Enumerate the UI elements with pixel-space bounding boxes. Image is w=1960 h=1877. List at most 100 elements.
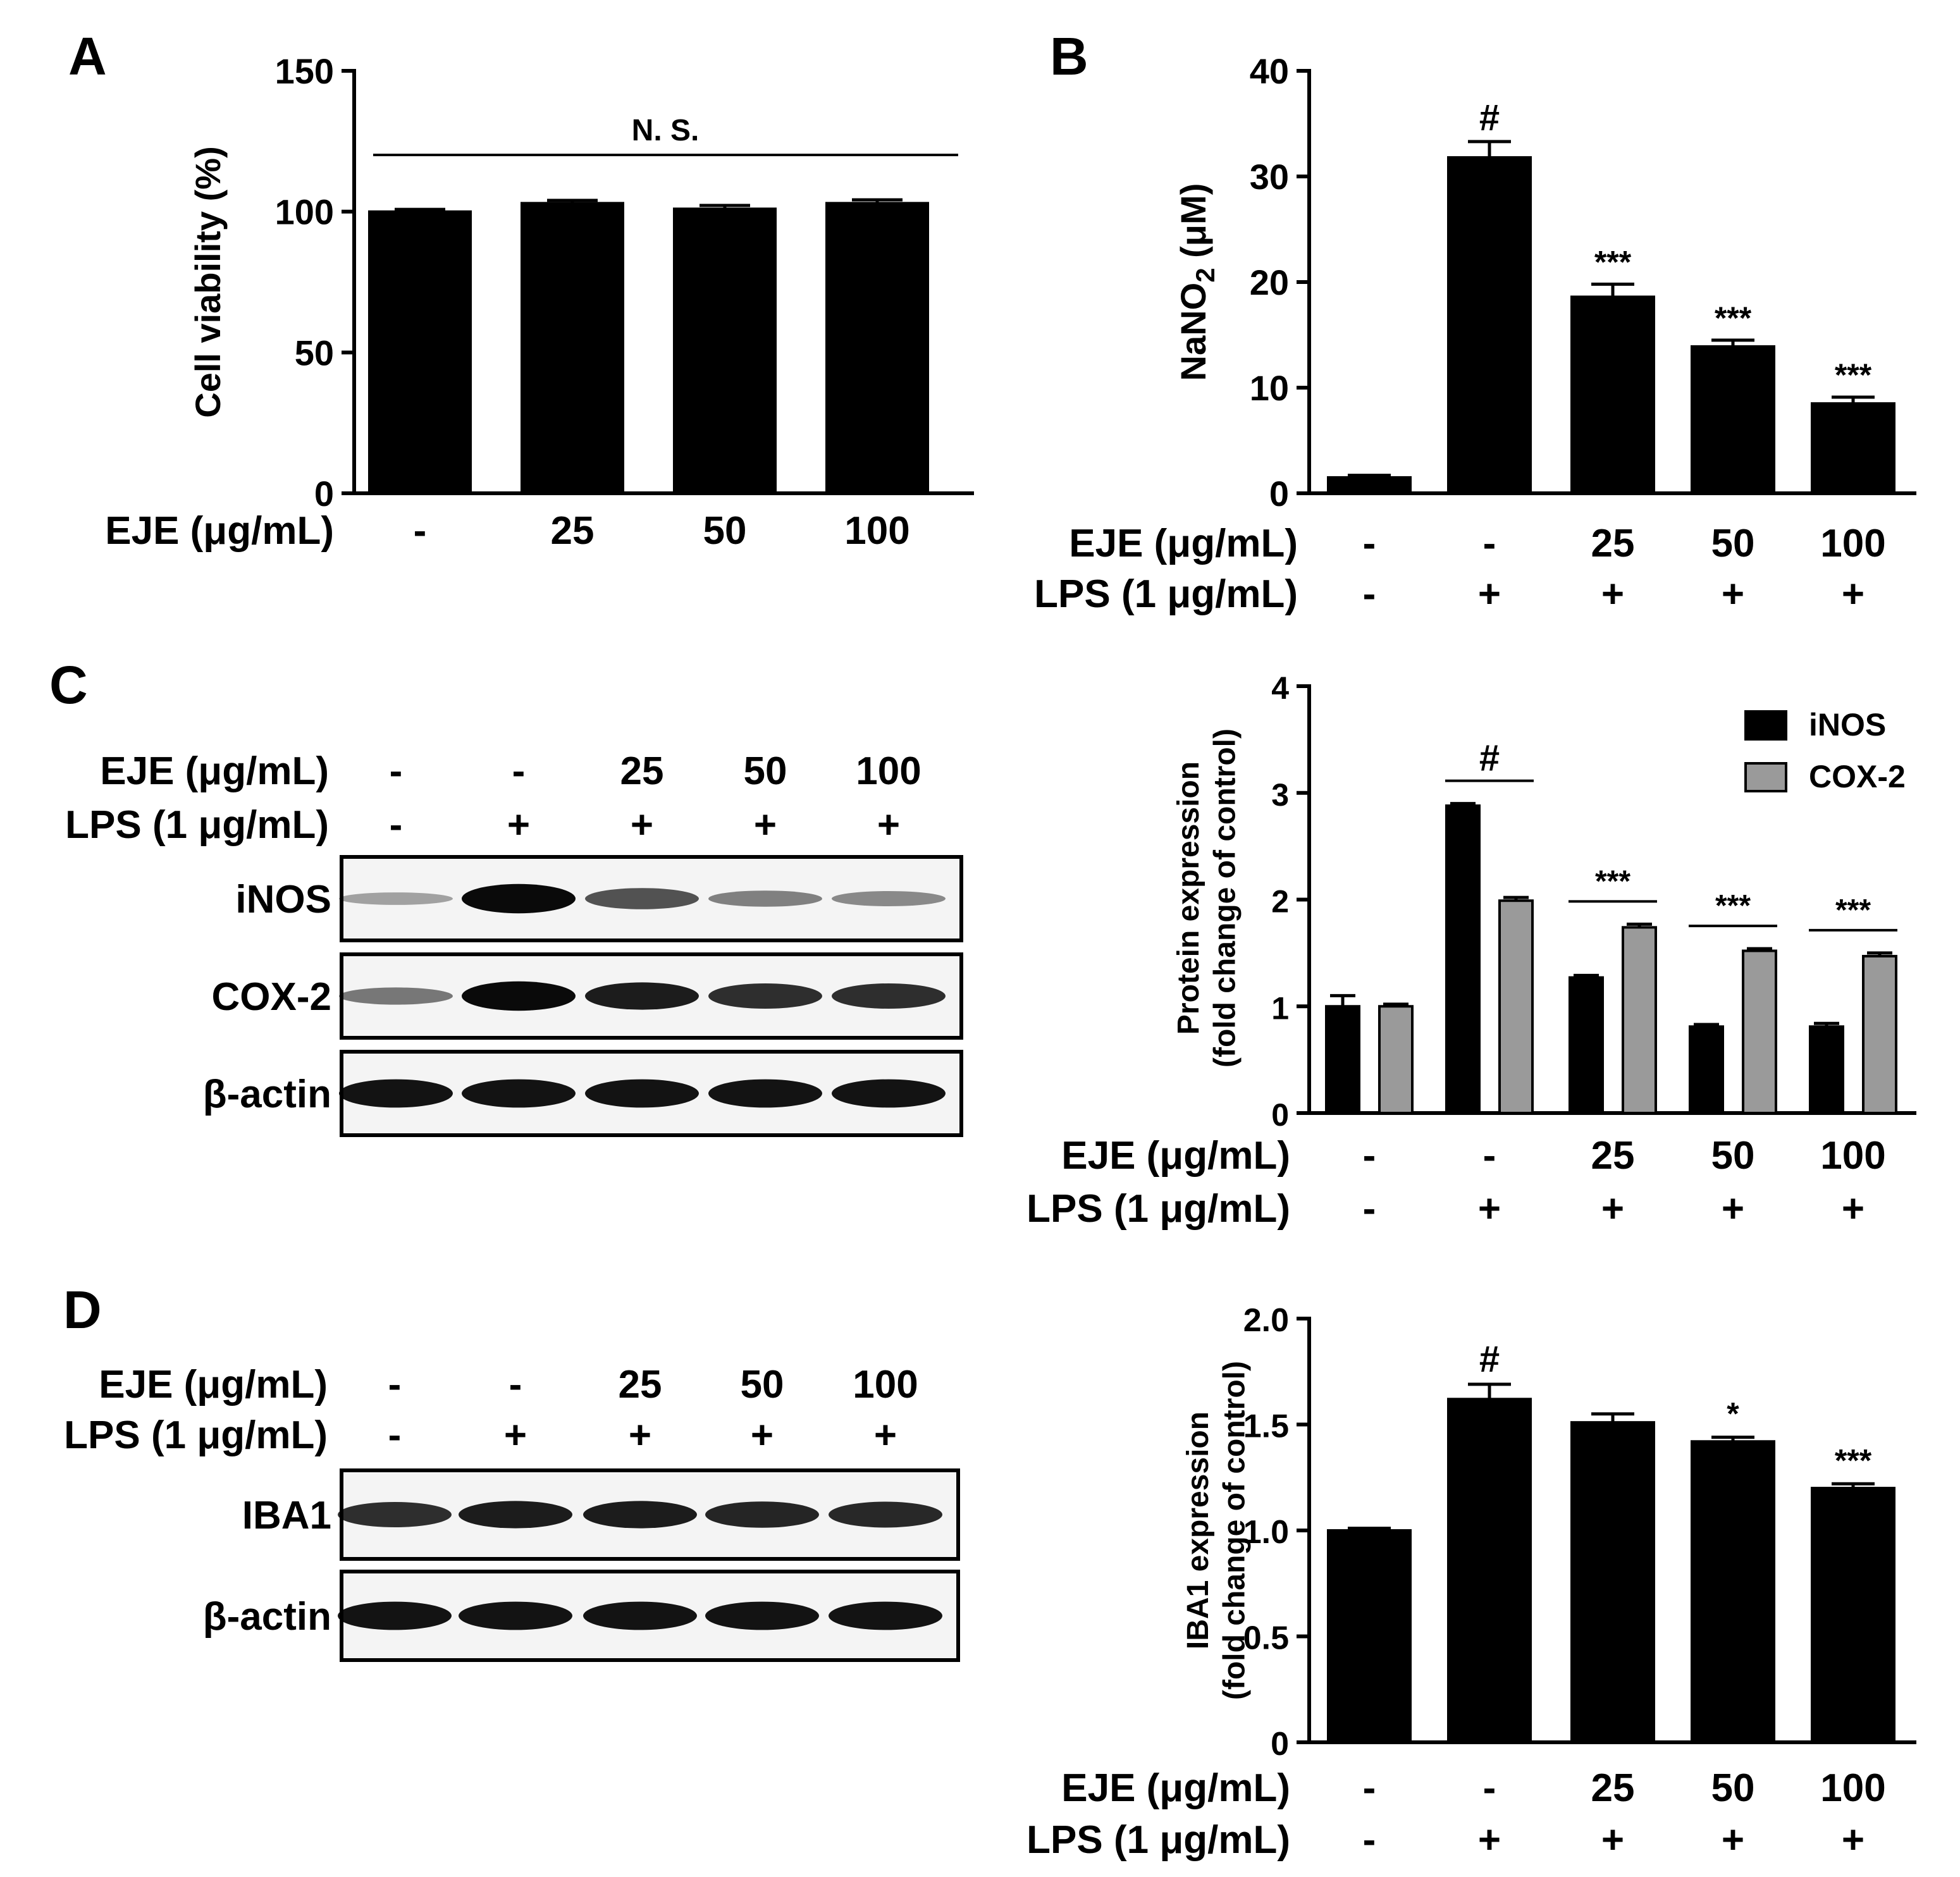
panel-a: A 0 50 100 150 Cell viability (%) N. S. EJE (μg… <box>68 27 974 553</box>
legend-swatch-inos <box>1744 710 1787 741</box>
y-axis-label: Cell viability (%) <box>188 146 228 417</box>
panel-letter-d: D <box>63 1280 102 1339</box>
y-tick-label: 20 <box>1250 262 1289 302</box>
d-treatment-value: + <box>504 1413 527 1457</box>
b-treatment-value: 100 <box>1820 522 1885 565</box>
c-blot-band <box>339 987 453 1005</box>
c-band-label: β-actin <box>203 1073 331 1116</box>
c-chart-treatment-value: + <box>1722 1187 1744 1231</box>
y-tick-label: 150 <box>275 51 334 91</box>
d-chart-treatment-value: + <box>1478 1818 1501 1862</box>
bar-inos <box>1809 1025 1844 1114</box>
legend-label: iNOS <box>1809 707 1886 742</box>
c-chart-row-label: EJE (μg/mL) <box>1061 1134 1290 1178</box>
c-chart-treatment-value: - <box>1483 1134 1496 1178</box>
c-treatment-value: + <box>507 803 530 847</box>
bar-inos <box>1569 976 1604 1114</box>
y-tick-label: 40 <box>1250 51 1289 91</box>
y-tick-label: 0.5 <box>1243 1620 1289 1657</box>
c-treatment-value: + <box>754 803 777 847</box>
c-band-label: COX-2 <box>212 975 331 1019</box>
significance-marker: *** <box>1835 1443 1872 1478</box>
bar <box>1691 1440 1775 1744</box>
d-blot-band <box>705 1601 819 1630</box>
bar-cox-2 <box>1742 949 1777 1114</box>
panel-letter-b: B <box>1050 27 1088 86</box>
c-treatment-value: + <box>631 803 653 847</box>
d-treatment-value: 25 <box>619 1363 662 1406</box>
a-treatment-value: 50 <box>703 509 747 553</box>
bar-cox-2 <box>1622 926 1657 1114</box>
panel-d-chart: 0 0.5 1.0 1.5 2.0 IBA1 expression (fold change… <box>1026 1302 1916 1862</box>
d-row-label: EJE (μg/mL) <box>99 1363 328 1406</box>
d-chart-treatment-value: + <box>1601 1818 1624 1862</box>
bar <box>1327 1529 1412 1744</box>
significance-marker: # <box>1479 97 1500 138</box>
c-chart-treatment-value: - <box>1363 1134 1376 1178</box>
a-treatment-value: - <box>414 509 427 553</box>
b-row-label: EJE (μg/mL) <box>1069 522 1298 565</box>
c-blot-band <box>585 982 699 1010</box>
bar <box>1811 402 1895 495</box>
d-treatment-value: 100 <box>853 1363 918 1406</box>
significance-marker: *** <box>1715 300 1752 336</box>
c-band-label: iNOS <box>235 878 331 921</box>
y-tick-label: 0 <box>1269 474 1289 514</box>
d-blot-band <box>829 1501 942 1528</box>
y-axis-label: NaNO2 (μM) <box>1173 183 1220 381</box>
y-tick-label: 2.0 <box>1243 1302 1289 1339</box>
c-blot-band <box>585 888 699 909</box>
bar-cox-2 <box>1498 899 1534 1114</box>
d-row-label: LPS (1 μg/mL) <box>64 1413 328 1457</box>
bar-cox-2 <box>1378 1005 1414 1114</box>
significance-marker: * <box>1727 1396 1739 1432</box>
significance-marker: *** <box>1595 865 1630 898</box>
c-blot-band <box>462 883 576 914</box>
c-chart-treatment-value: 50 <box>1711 1134 1755 1178</box>
b-treatment-value: 25 <box>1591 522 1635 565</box>
bar-cox-2 <box>1862 954 1897 1114</box>
b-treatment-value: + <box>1478 572 1501 616</box>
y-tick-label: 100 <box>275 192 334 232</box>
d-treatment-value: + <box>874 1413 897 1457</box>
c-treatment-value: - <box>390 803 403 847</box>
d-treatment-value: + <box>751 1413 774 1457</box>
d-chart-treatment-value: - <box>1363 1818 1376 1862</box>
d-chart-treatment-value: 25 <box>1591 1766 1635 1810</box>
bar <box>368 210 472 495</box>
bar-inos <box>1325 1005 1360 1114</box>
c-blot-band <box>832 1079 946 1108</box>
bar <box>673 207 777 495</box>
d-treatment-value: - <box>388 1363 402 1406</box>
significance-marker: *** <box>1594 244 1632 280</box>
d-blot-band <box>583 1501 697 1529</box>
a-row-label: EJE (μg/mL) <box>105 509 334 553</box>
y-tick-label: 3 <box>1271 777 1289 813</box>
d-blot-band <box>583 1601 697 1630</box>
c-blot-band <box>708 890 822 907</box>
panel-b: B 0 10 20 30 40 NaNO2 (μM) # *** *** *** EJE (μg/mL… <box>1034 27 1916 616</box>
d-blot-band <box>829 1601 942 1630</box>
c-row-label: EJE (μg/mL) <box>100 749 329 793</box>
c-chart-treatment-value: + <box>1842 1187 1864 1231</box>
panel-c-chart: 0 1 2 3 4 Protein expression (fold change of c… <box>1026 670 1916 1231</box>
c-chart-treatment-value: + <box>1601 1187 1624 1231</box>
y-axis-label: IBA1 expression <box>1181 1412 1215 1649</box>
d-chart-treatment-value: + <box>1722 1818 1744 1862</box>
y-axis-label: (fold change of control) <box>1218 1361 1252 1700</box>
panel-d-blot: D EJE (μg/mL) - - 25 50 100 LPS (1 μg/mL) - + + + + I… <box>63 1280 960 1662</box>
significance-marker: *** <box>1835 894 1871 927</box>
y-tick-label: 10 <box>1250 368 1289 408</box>
c-chart-treatment-value: + <box>1478 1187 1501 1231</box>
bar <box>1447 1398 1532 1744</box>
d-treatment-value: + <box>629 1413 651 1457</box>
legend-label: COX-2 <box>1809 759 1906 794</box>
c-blot-band <box>339 1079 453 1108</box>
y-tick-label: 0 <box>1271 1097 1289 1133</box>
d-chart-treatment-value: - <box>1483 1766 1496 1810</box>
bar-inos <box>1445 804 1481 1114</box>
y-tick-label: 50 <box>295 333 334 372</box>
c-chart-treatment-value: 100 <box>1820 1134 1885 1178</box>
b-treatment-value: 50 <box>1711 522 1755 565</box>
d-blot-band <box>459 1601 572 1630</box>
